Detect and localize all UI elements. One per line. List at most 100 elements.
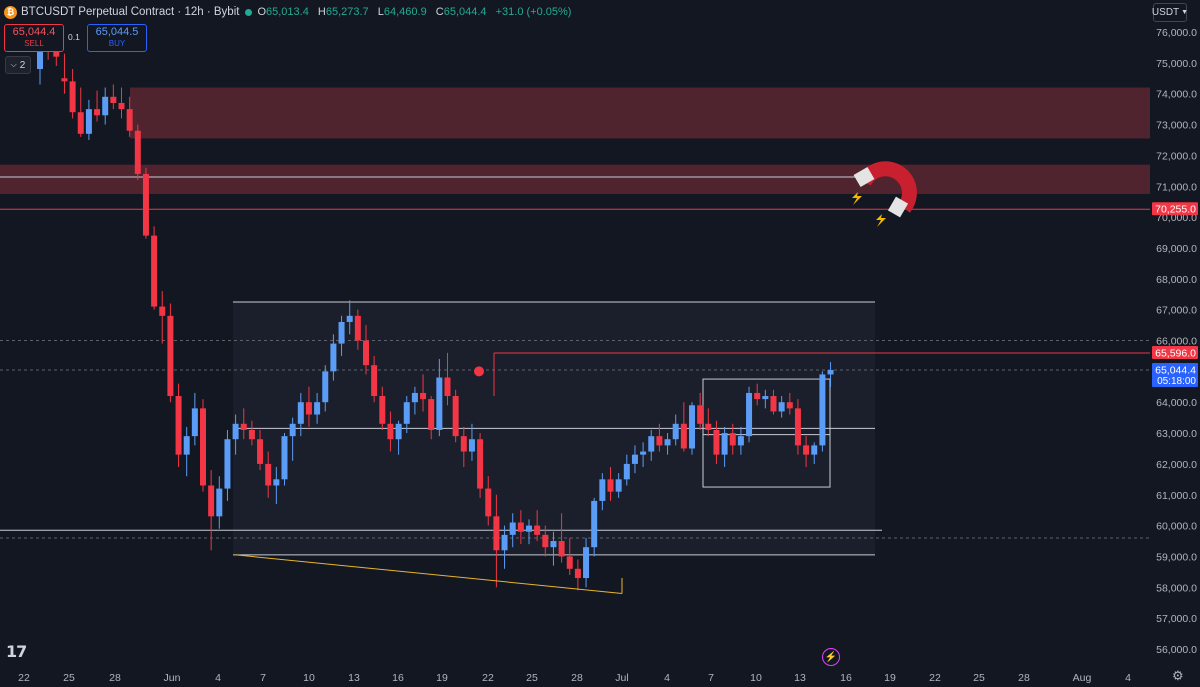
price-label: 70,255.0 (1155, 204, 1196, 216)
candle (574, 559, 581, 591)
candle (216, 476, 223, 529)
buy-button[interactable]: 65,044.5 BUY (87, 24, 147, 52)
drawings-layer (235, 366, 623, 594)
sell-button[interactable]: 65,044.4 SELL (4, 24, 64, 52)
low-value: 64,460.9 (383, 6, 427, 18)
candle-body (273, 479, 280, 486)
candle-body (53, 50, 60, 57)
open-value: 65,013.4 (266, 6, 309, 18)
separator: · (177, 6, 182, 18)
candle (85, 99, 92, 140)
candle (151, 226, 158, 310)
candle-body (338, 321, 345, 344)
candle-body (656, 436, 663, 446)
candle-body (648, 436, 655, 452)
candle (493, 494, 500, 588)
change-value: +31.0 (+0.05%) (495, 6, 572, 18)
candle (721, 426, 728, 467)
supply-zone-lower (0, 164, 1150, 194)
time-tick-label: Aug (1073, 672, 1092, 684)
candle-body (615, 479, 622, 492)
candle (786, 392, 793, 415)
indicators-count: 2 (19, 59, 26, 71)
time-tick-label: 10 (750, 672, 762, 684)
candle (322, 365, 329, 412)
price-axis[interactable]: 76,000.0 75,000.0 74,000.0 73,000.0 72,000.0… (1150, 0, 1200, 666)
candle-body (623, 463, 630, 480)
chevron-down-icon: ⌵ (10, 60, 17, 69)
buy-price: 65,044.5 (95, 26, 139, 38)
candle (623, 454, 630, 486)
alert-marker-icon[interactable] (474, 366, 484, 377)
candle (118, 87, 125, 119)
candle (102, 87, 109, 125)
market-open-indicator (245, 8, 253, 16)
candle-body (713, 429, 720, 455)
candle-body (297, 402, 304, 424)
candle-body (167, 315, 174, 397)
candle (191, 392, 198, 446)
candle-body (746, 392, 753, 437)
candle-body (102, 96, 109, 116)
price-tick-label: 68,000.0 (1156, 274, 1197, 286)
candle (175, 383, 182, 467)
candle-body (191, 408, 198, 437)
candle (346, 300, 353, 335)
candle-body (330, 343, 337, 372)
candle-body (477, 439, 484, 489)
exchange[interactable]: Bybit (213, 6, 240, 18)
time-axis[interactable]: 22 25 28 Jun 4 7 10 13 16 19 22 25 28 Jul 4 7 10 13 16 19 22… (0, 666, 1200, 687)
candle (142, 167, 149, 239)
candle (648, 429, 655, 461)
candle-body (248, 429, 255, 440)
candle-body (460, 436, 467, 452)
symbol-name[interactable]: BTCUSDT Perpetual Contract (21, 6, 175, 18)
candle-body (599, 479, 606, 501)
time-tick-label: 22 (18, 672, 30, 684)
candle-body (729, 433, 736, 446)
indicators-toggle[interactable]: ⌵ 2 (5, 56, 31, 74)
consolidation-box (702, 378, 831, 488)
candle-body (803, 445, 810, 455)
tradingview-logo[interactable]: 17 (6, 642, 27, 661)
candle-body (363, 340, 369, 366)
price-label-bg (1152, 345, 1198, 359)
candle (257, 429, 264, 471)
candle (656, 423, 663, 452)
candle (591, 497, 598, 557)
candle (248, 420, 255, 446)
symbol-header[interactable]: ₿ BTCUSDT Perpetual Contract · 12h · Byb… (4, 3, 577, 21)
candle (110, 84, 117, 110)
currency-selector[interactable]: USDT ▼ (1152, 3, 1189, 22)
interval[interactable]: 12h (184, 6, 204, 18)
candle (371, 355, 378, 403)
candle (566, 537, 573, 575)
candle (615, 473, 622, 498)
price-label: 65,044.4 (1155, 364, 1196, 376)
time-tick-label: Jul (615, 672, 628, 684)
high-value: 65,273.7 (325, 6, 369, 18)
candle-body (517, 522, 524, 532)
candle (485, 476, 492, 526)
candle (387, 411, 394, 452)
candle (403, 396, 410, 434)
price-tick-label: 61,000.0 (1156, 490, 1197, 502)
candle-body (216, 488, 223, 517)
yellow-trendline (235, 554, 623, 594)
candle (640, 442, 647, 467)
chevron-down-icon: ▼ (1181, 9, 1189, 16)
candle (501, 525, 508, 569)
candle-body (737, 436, 744, 446)
candle (330, 334, 337, 381)
lightning-icon[interactable]: ⚡ (822, 648, 840, 666)
price-tick-label: 66,000.0 (1156, 336, 1197, 348)
candle (460, 426, 467, 467)
candle (200, 399, 206, 492)
candle-body (468, 439, 475, 452)
gear-icon[interactable]: ⚙ (1172, 668, 1184, 683)
candle (411, 386, 418, 415)
candle (314, 392, 321, 424)
candle-body (550, 541, 557, 548)
candle-body (672, 423, 679, 440)
